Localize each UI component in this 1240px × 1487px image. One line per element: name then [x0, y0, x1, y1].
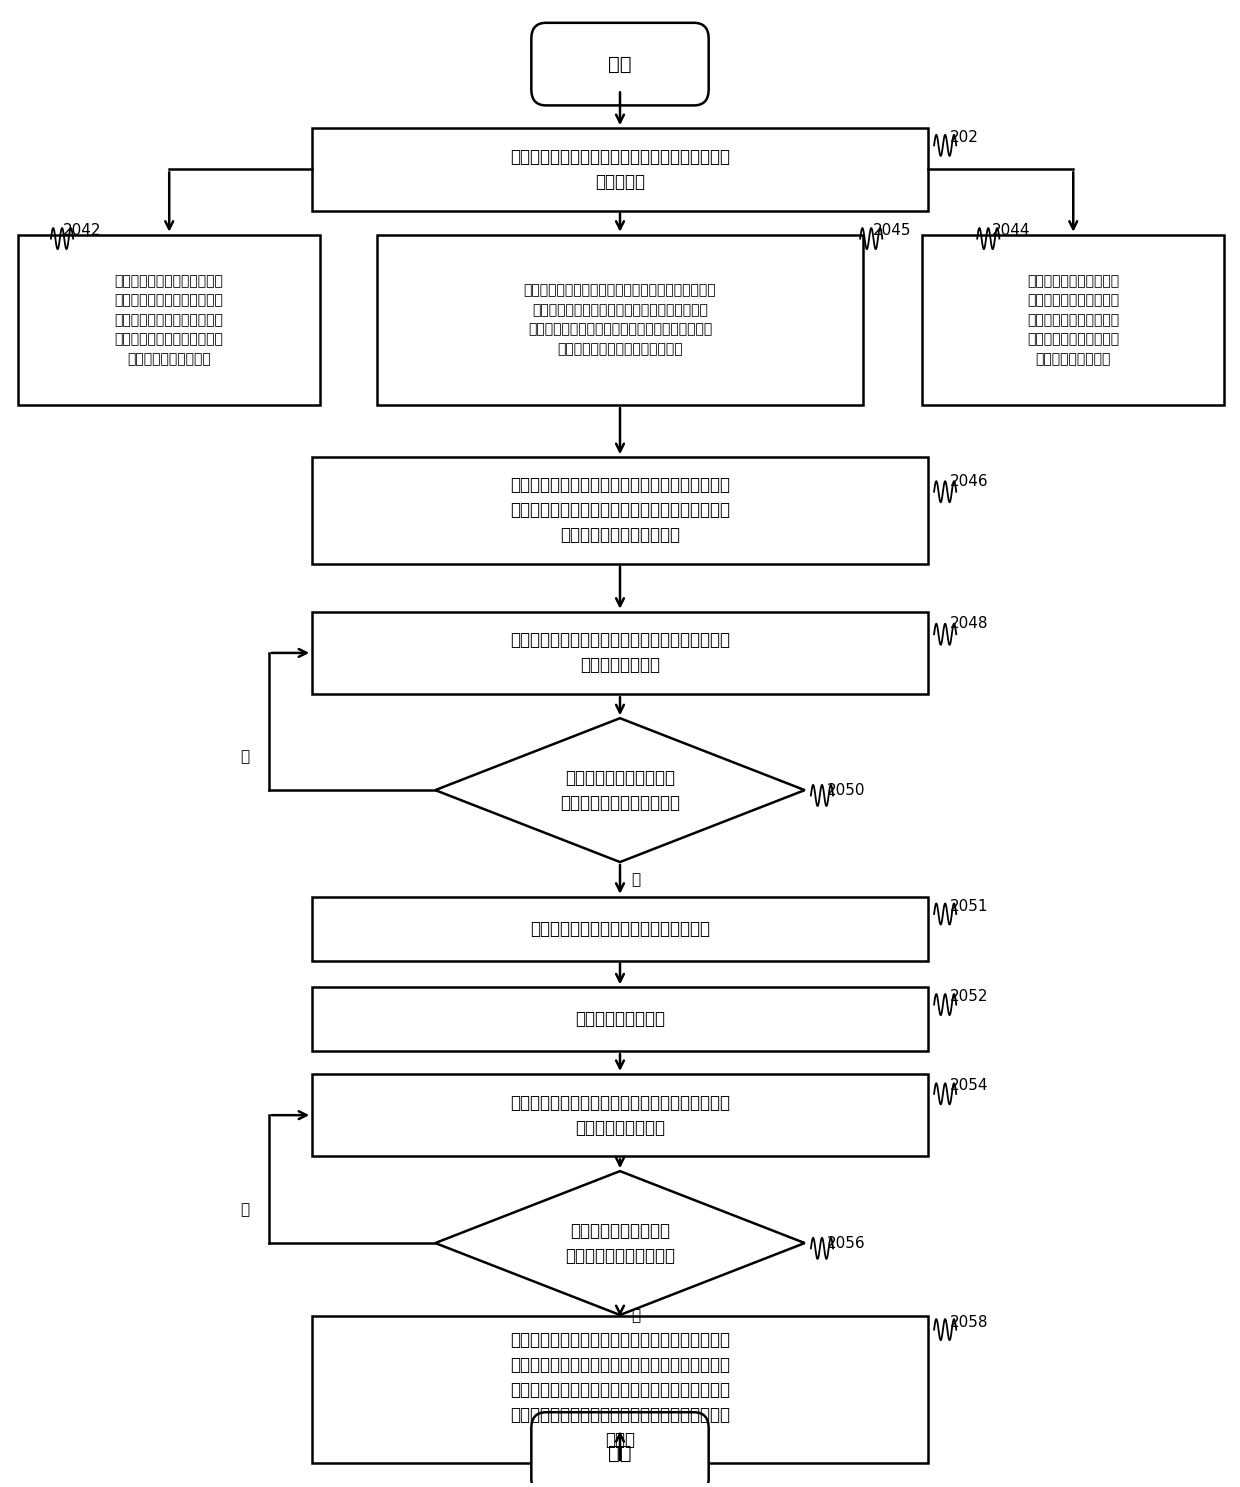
Text: 2056: 2056 — [827, 1236, 866, 1251]
Text: 统计所述分体落地式空调器在切换所述四通阀之后
运行的第二累计时间: 统计所述分体落地式空调器在切换所述四通阀之后 运行的第二累计时间 — [510, 1093, 730, 1136]
Bar — [312, 987, 928, 1051]
Bar — [312, 897, 928, 961]
Text: 记录所述四通阀切换之前的当前运行模式: 记录所述四通阀切换之前的当前运行模式 — [529, 919, 711, 938]
Text: 2044: 2044 — [992, 223, 1030, 238]
Bar — [312, 611, 928, 694]
Bar — [19, 235, 320, 404]
Text: 2054: 2054 — [950, 1078, 988, 1093]
Text: 是: 是 — [631, 1309, 641, 1323]
Text: 当判定所述当前压力值大
于所述第二预设压力值小
于或等于第三预设压力值
时，按预设减速度降低所
述压缩机的运行频率: 当判定所述当前压力值大 于所述第二预设压力值小 于或等于第三预设压力值 时，按预… — [1027, 274, 1120, 366]
Text: 否: 否 — [239, 749, 249, 764]
Text: 判断所述第一累计时间是
否大于或等于第一预设时间: 判断所述第一累计时间是 否大于或等于第一预设时间 — [560, 769, 680, 812]
Text: 结束: 结束 — [609, 1444, 631, 1463]
Bar — [312, 128, 928, 211]
Text: 开始: 开始 — [609, 55, 631, 74]
Text: 判断第二累计时间是否
大于或等于第二预设时间: 判断第二累计时间是否 大于或等于第二预设时间 — [565, 1221, 675, 1264]
Polygon shape — [435, 1172, 805, 1315]
Text: 2045: 2045 — [873, 223, 911, 238]
Bar — [923, 235, 1224, 404]
Bar — [377, 235, 863, 404]
Text: 202: 202 — [950, 129, 978, 144]
Text: 2052: 2052 — [950, 989, 988, 1004]
Text: 统计所述分体落地式空调器按所述第一工作状态运
行的第一累计时间: 统计所述分体落地式空调器按所述第一工作状态运 行的第一累计时间 — [510, 632, 730, 675]
Bar — [312, 1074, 928, 1157]
Text: 否: 否 — [239, 1203, 249, 1218]
Text: 控制所述压缩机启动并按第二当前运行频率工作，
控制所述室内风机、所述室外风机和所述节流部件
中的一个或多个由所述第一工作状态转为所述当前
工作状态，以及控制所述: 控制所述压缩机启动并按第二当前运行频率工作， 控制所述室内风机、所述室外风机和所… — [510, 1331, 730, 1448]
Text: 2051: 2051 — [950, 898, 988, 913]
Text: 是: 是 — [631, 871, 641, 886]
Polygon shape — [435, 718, 805, 862]
Text: 2046: 2046 — [950, 473, 988, 489]
Text: 2050: 2050 — [827, 782, 866, 797]
Bar — [312, 457, 928, 564]
Text: 2048: 2048 — [950, 616, 988, 630]
Text: 通过所述压力传感器检测所述压缩机的出气口侧的
当前压力值: 通过所述压力传感器检测所述压缩机的出气口侧的 当前压力值 — [510, 147, 730, 190]
Text: 2058: 2058 — [950, 1316, 988, 1331]
FancyBboxPatch shape — [531, 22, 709, 106]
Text: 2042: 2042 — [63, 223, 102, 238]
Bar — [312, 1316, 928, 1463]
Text: 当判定所述当前压力值大于第
一预设压力值小于或等于第二
预设压力值时，控制保持所述
分体落地式空调器的所述压缩
机的第一当前运行频率: 当判定所述当前压力值大于第 一预设压力值小于或等于第二 预设压力值时，控制保持所… — [115, 274, 223, 366]
Text: 当判定所述当前压力值大于所述第三预设压力值时，
记录所述压缩机的所述第二当前运行频率，以及
记录所述室内风机、所述室外风机和所述节流部件
中一个或多个的所述当前: 当判定所述当前压力值大于所述第三预设压力值时， 记录所述压缩机的所述第二当前运行… — [523, 284, 717, 355]
Text: 控制关闭所述压缩机，以及控制所述室内风机、所
述室外风机和所述节流部件中的一个或多个由当前
工作状态转为第一工作状态: 控制关闭所述压缩机，以及控制所述室内风机、所 述室外风机和所述节流部件中的一个或… — [510, 476, 730, 544]
FancyBboxPatch shape — [531, 1413, 709, 1487]
Text: 控制切换所述四通阀: 控制切换所述四通阀 — [575, 1010, 665, 1028]
